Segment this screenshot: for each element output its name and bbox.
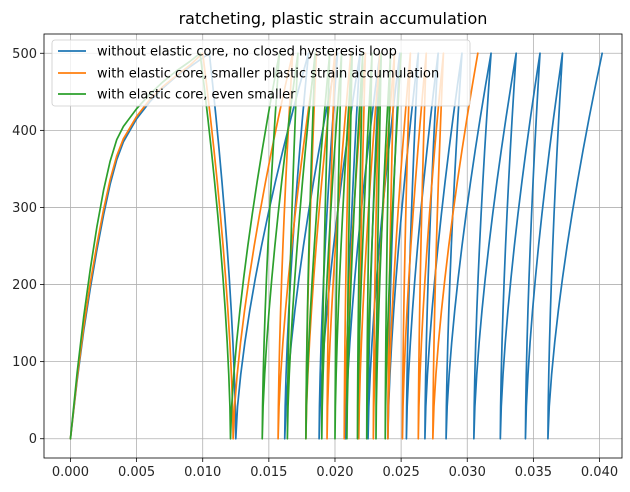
chart-title: ratcheting, plastic strain accumulation	[179, 9, 488, 28]
x-tick-label: 0.030	[449, 465, 486, 480]
y-tick-label: 400	[12, 124, 37, 139]
plot-series	[69, 52, 604, 440]
x-tick-label: 0.015	[250, 465, 287, 480]
x-tick-label: 0.040	[581, 465, 618, 480]
axes-frame	[43, 33, 623, 459]
y-tick-label: 500	[12, 47, 37, 62]
legend-label-series-1: without elastic core, no closed hysteres…	[97, 45, 397, 60]
x-tick-label: 0.000	[52, 465, 89, 480]
legend-box	[51, 39, 471, 107]
x-tick-label: 0.035	[515, 465, 552, 480]
x-axis-ticks: 0.000 0.005 0.010 0.015 0.020 0.025 0.030 0.035…	[52, 458, 618, 480]
x-tick-label: 0.005	[118, 465, 155, 480]
y-tick-label: 100	[12, 355, 37, 370]
series-line-1	[69, 52, 604, 440]
series-line-3	[69, 52, 402, 440]
x-tick-label: 0.025	[383, 465, 420, 480]
y-axis-ticks: 0 100 200 300 400 500	[12, 47, 44, 447]
y-tick-label: 200	[12, 278, 37, 293]
legend-label-series-2: with elastic core, smaller plastic strai…	[97, 67, 439, 82]
legend-label-series-3: with elastic core, even smaller	[97, 88, 296, 103]
y-tick-label: 300	[12, 201, 37, 216]
y-tick-label: 0	[29, 432, 37, 447]
x-tick-label: 0.020	[316, 465, 353, 480]
series-line-2	[69, 52, 479, 440]
x-tick-label: 0.010	[184, 465, 221, 480]
legend: without elastic core, no closed hysteres…	[51, 39, 471, 107]
